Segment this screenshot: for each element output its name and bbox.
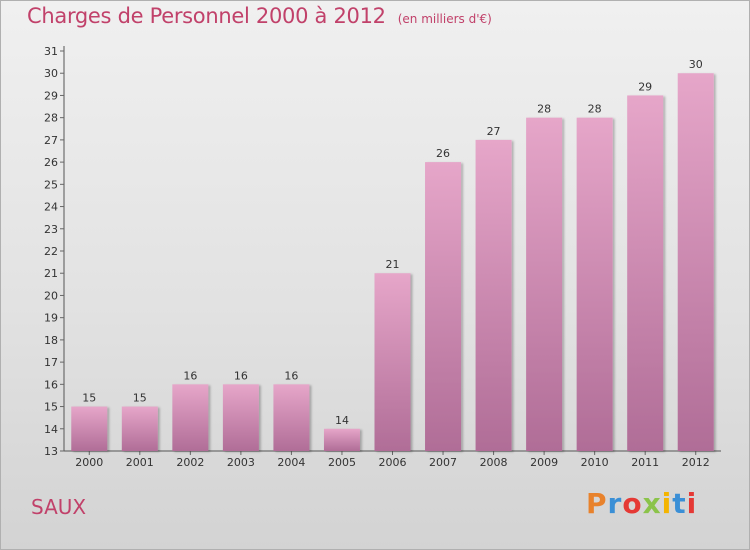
bar-2000 [71, 406, 108, 451]
value-label-2009: 28 [537, 103, 551, 116]
bar-2002 [172, 384, 209, 451]
y-tick-label: 18 [44, 334, 58, 347]
bar-2003 [222, 384, 259, 451]
y-tick-label: 19 [44, 312, 58, 325]
value-label-2003: 16 [234, 369, 248, 382]
value-label-2000: 15 [82, 392, 96, 405]
bars [71, 73, 714, 452]
value-label-2006: 21 [386, 258, 400, 271]
commune-name: SAUX [31, 495, 87, 519]
y-tick-label: 13 [44, 445, 58, 458]
x-tick-label-2008: 2008 [480, 456, 508, 469]
y-tick-label: 28 [44, 112, 58, 125]
y-tick-label: 31 [44, 45, 58, 58]
x-tick-label-2011: 2011 [631, 456, 659, 469]
y-tick-label: 15 [44, 401, 58, 414]
y-tick-label: 17 [44, 356, 58, 369]
y-tick-label: 23 [44, 223, 58, 236]
y-tick-label: 26 [44, 156, 58, 169]
proxiti-logo: Proxiti [586, 487, 697, 520]
logo-letter: r [607, 487, 623, 520]
y-tick-label: 16 [44, 378, 58, 391]
x-tick-label-2001: 2001 [126, 456, 154, 469]
x-tick-label-2002: 2002 [176, 456, 204, 469]
title-block: Charges de Personnel 2000 à 2012 (en mill… [27, 4, 492, 28]
y-tick-label: 21 [44, 267, 58, 280]
bar-2005 [323, 428, 360, 451]
bar-2004 [273, 384, 310, 451]
value-label-2010: 28 [588, 103, 602, 116]
x-tick-label-2012: 2012 [682, 456, 710, 469]
axes: 13 14 15 16 17 18 19 20 21 22 23 24 25 26 27 28 29 30 31 [44, 45, 721, 458]
logo-letter: o [622, 487, 643, 520]
bar-2008 [475, 139, 512, 451]
bar-2001 [121, 406, 158, 451]
value-label-2005: 14 [335, 414, 349, 427]
value-label-2004: 16 [284, 369, 298, 382]
logo-letter: i [686, 487, 698, 520]
x-tick-label-2005: 2005 [328, 456, 356, 469]
chart-subtitle: (en milliers d'€) [397, 12, 492, 26]
value-label-2001: 15 [133, 392, 147, 405]
logo-letter: x [642, 487, 662, 520]
x-tick-label-2009: 2009 [530, 456, 558, 469]
y-tick-label: 25 [44, 178, 58, 191]
logo-letter: t [672, 487, 687, 520]
bar-2007 [425, 162, 462, 451]
x-tick-label-2010: 2010 [581, 456, 609, 469]
y-tick-label: 14 [44, 423, 58, 436]
value-label-2002: 16 [183, 369, 197, 382]
bar-2009 [526, 117, 563, 452]
x-tick-label-2000: 2000 [75, 456, 103, 469]
y-tick-label: 22 [44, 245, 58, 258]
labels: 2000 15 2001 15 2002 16 2003 16 2004 16 2005 14 2006… [75, 58, 709, 469]
y-tick-label: 20 [44, 289, 58, 302]
x-tick-label-2006: 2006 [379, 456, 407, 469]
bar-2006 [374, 273, 411, 451]
value-label-2012: 30 [689, 58, 703, 71]
bar-2010 [576, 117, 613, 452]
value-label-2011: 29 [638, 80, 652, 93]
x-tick-label-2003: 2003 [227, 456, 255, 469]
bar-2011 [627, 95, 664, 451]
logo-letter: i [661, 487, 673, 520]
y-tick-label: 29 [44, 89, 58, 102]
value-label-2007: 26 [436, 147, 450, 160]
x-tick-label-2007: 2007 [429, 456, 457, 469]
logo-letter: P [586, 487, 608, 520]
y-tick-label: 27 [44, 134, 58, 147]
bar-2012 [677, 73, 714, 451]
chart-title: Charges de Personnel 2000 à 2012 [27, 4, 386, 28]
y-tick-label: 24 [44, 201, 58, 214]
value-label-2008: 27 [487, 125, 501, 138]
x-tick-label-2004: 2004 [277, 456, 305, 469]
y-tick-label: 30 [44, 67, 58, 80]
